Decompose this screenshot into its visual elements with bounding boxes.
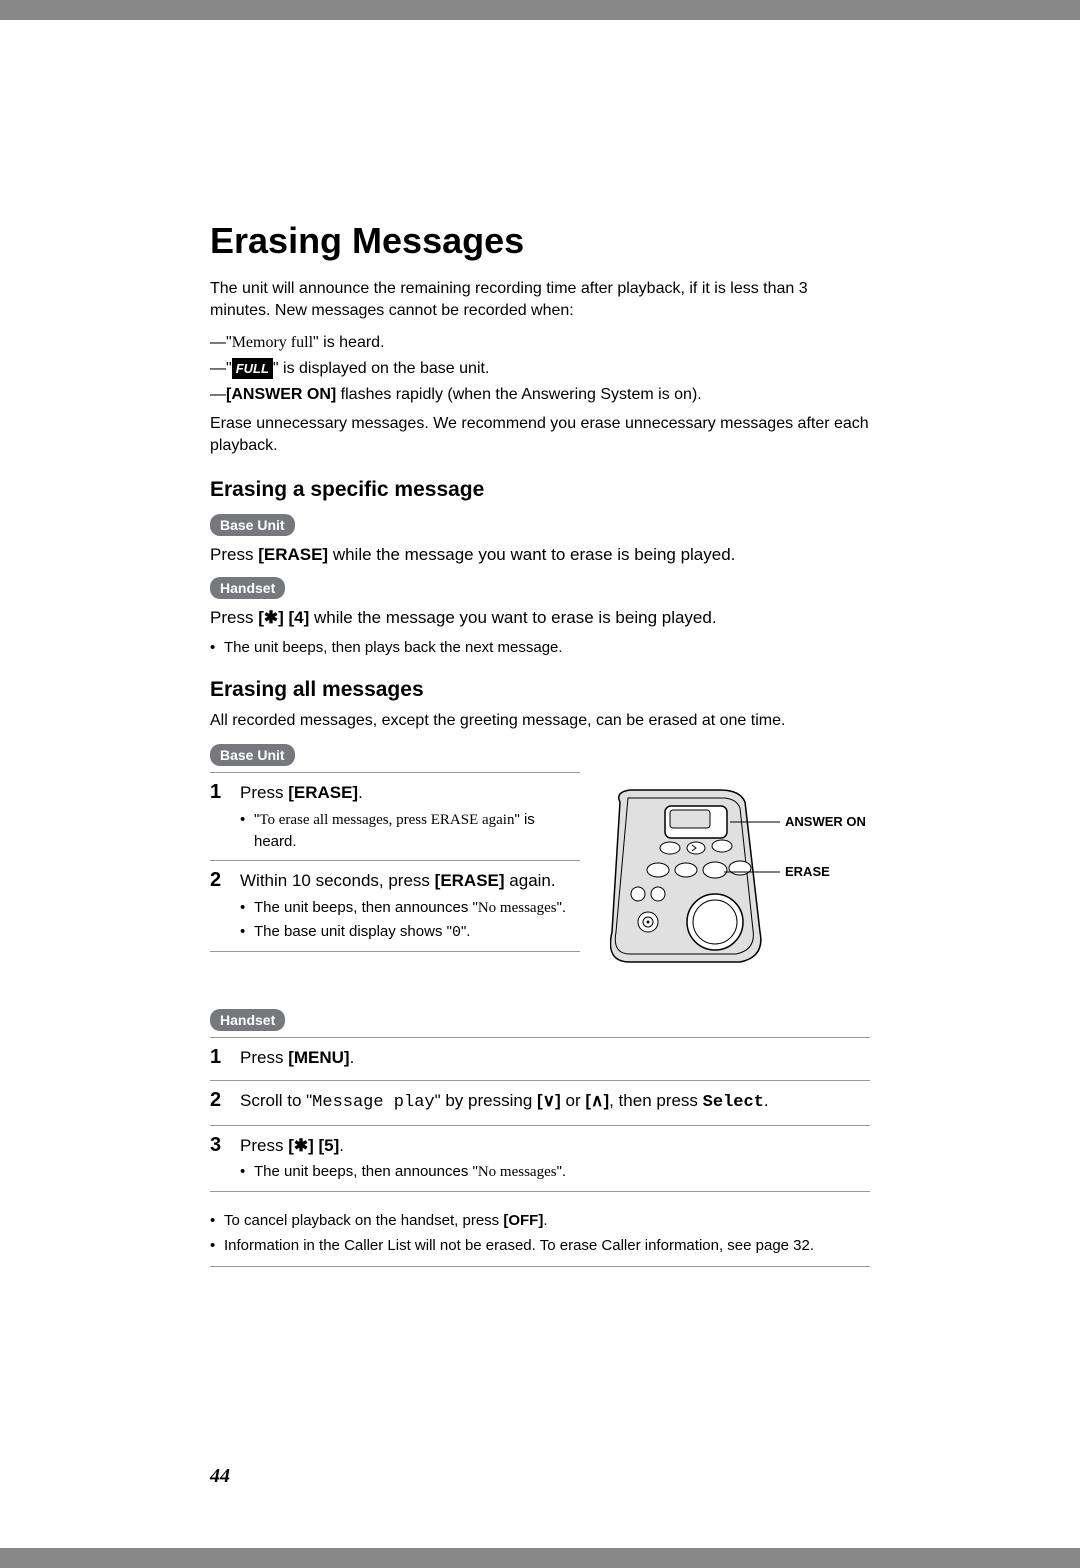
note-cancel: To cancel playback on the handset, press…: [210, 1210, 870, 1231]
erase-recommend: Erase unnecessary messages. We recommend…: [210, 413, 870, 458]
step-1: 1 Press [ERASE]. "To erase all messages,…: [210, 772, 580, 860]
footnotes: To cancel playback on the handset, press…: [210, 1204, 870, 1267]
cond-answer-on: —[ANSWER ON] flashes rapidly (when the A…: [210, 383, 870, 407]
label-handset-2: Handset: [210, 1009, 285, 1031]
device-diagram: ANSWER ON ERASE: [610, 772, 870, 987]
note-caller-list: Information in the Caller List will not …: [210, 1235, 870, 1256]
steps-baseunit: 1 Press [ERASE]. "To erase all messages,…: [210, 772, 580, 952]
label-base-unit-2: Base Unit: [210, 744, 295, 766]
page-title: Erasing Messages: [210, 220, 870, 262]
callout-erase: ERASE: [785, 864, 830, 879]
cond-full-display: —"FULL" is displayed on the base unit.: [210, 357, 870, 381]
handset-instruction: Press [✱] [4] while the message you want…: [210, 605, 870, 631]
heading-specific: Erasing a specific message: [210, 478, 870, 502]
baseunit-instruction: Press [ERASE] while the message you want…: [210, 542, 870, 568]
full-badge: FULL: [232, 358, 273, 380]
hs-step-3: 3 Press [✱] [5]. The unit beeps, then an…: [210, 1125, 870, 1193]
cond-memory-full: —"Memory full" is heard.: [210, 331, 870, 355]
hs-step-2: 2 Scroll to "Message play" by pressing […: [210, 1080, 870, 1125]
handset-bullet: The unit beeps, then plays back the next…: [210, 637, 870, 658]
heading-all: Erasing all messages: [210, 678, 870, 702]
two-column: 1 Press [ERASE]. "To erase all messages,…: [210, 772, 870, 987]
manual-page: Erasing Messages The unit will announce …: [0, 20, 1080, 1548]
all-intro: All recorded messages, except the greeti…: [210, 710, 870, 732]
steps-handset: 1 Press [MENU]. 2 Scroll to "Message pla…: [210, 1037, 870, 1192]
page-number: 44: [210, 1465, 230, 1488]
hs-step-1: 1 Press [MENU].: [210, 1037, 870, 1080]
label-handset: Handset: [210, 577, 285, 599]
intro-text: The unit will announce the remaining rec…: [210, 278, 870, 323]
step-2: 2 Within 10 seconds, press [ERASE] again…: [210, 860, 580, 952]
label-base-unit: Base Unit: [210, 514, 295, 536]
callout-answer-on: ANSWER ON: [785, 814, 866, 829]
baseunit-illustration: ANSWER ON ERASE: [610, 782, 870, 982]
